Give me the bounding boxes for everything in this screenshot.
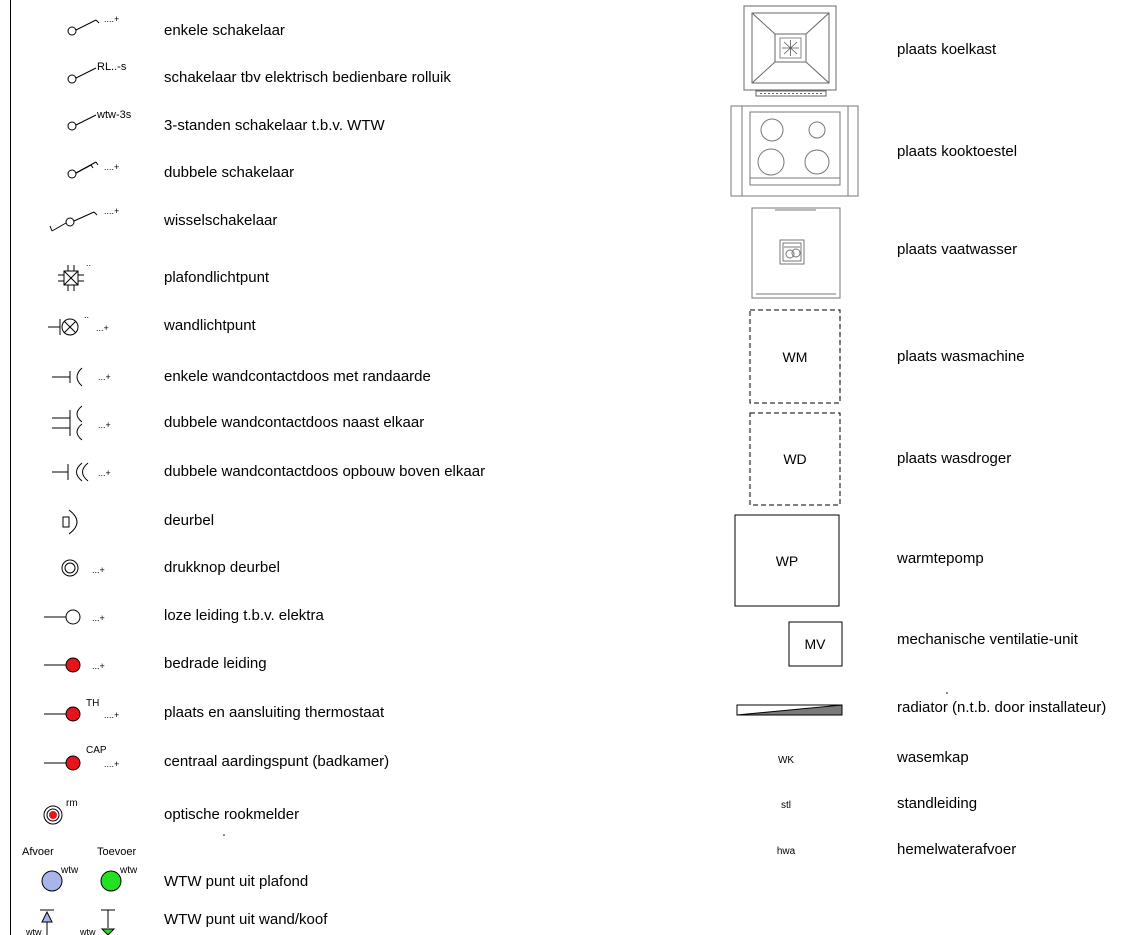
koelkast-symbol	[743, 5, 837, 97]
legend-label-dubbele-schakelaar: dubbele schakelaar	[164, 164, 295, 181]
wtw-schakelaar-symbol: wtw-3s	[67, 109, 132, 131]
sup-label-afvoer: wtw	[25, 927, 42, 935]
wtw-afvoer-header: Afvoer	[22, 846, 54, 858]
deurbel-symbol	[62, 509, 78, 535]
legend-label-loze-leiding: loze leiding t.b.v. elektra	[164, 607, 324, 624]
aardingspunt-symbol: CAP ....+	[44, 745, 119, 771]
radiator-symbol	[736, 704, 843, 716]
bedrade-leiding-symbol: ...+	[44, 657, 105, 673]
legend-label-aardingspunt: centraal aardingspunt (badkamer)	[164, 753, 390, 770]
wasdroger-symbol: WD	[749, 412, 841, 506]
legend-label-deurbel: deurbel	[164, 512, 215, 529]
sup-label: ..	[86, 258, 91, 268]
legend-label-warmtepomp: warmtepomp	[897, 550, 984, 567]
wtw-toevoer-header: Toevoer	[97, 846, 136, 858]
sup-label: ...+	[98, 372, 111, 382]
legend-label-wasmachine: plaats wasmachine	[897, 348, 1025, 365]
mv-unit-symbol: MV	[788, 621, 843, 667]
loze-leiding-symbol: ...+	[44, 609, 105, 625]
sup-label: ...+	[92, 661, 105, 671]
sup-label-toevoer: wtw	[79, 927, 96, 935]
stray-dot	[946, 692, 948, 694]
legend-label-wtw-schakelaar: 3-standen schakelaar t.b.v. WTW	[164, 117, 385, 134]
plafondlichtpunt-symbol: ..	[58, 258, 91, 291]
wtw-plafond-symbol: wtw wtw	[41, 865, 138, 892]
legend-label-rolluik-schakelaar: schakelaar tbv elektrisch bedienbare rol…	[164, 69, 451, 86]
wm-tag: WM	[783, 349, 808, 365]
legend-label-rookmelder: optische rookmelder	[164, 806, 300, 823]
sup-label: ...+	[92, 613, 105, 623]
legend-label-koelkast: plaats koelkast	[897, 41, 997, 58]
sup-label: ....+	[104, 206, 119, 216]
legend-label-mv-unit: mechanische ventilatie-unit	[897, 631, 1078, 648]
drukknop-symbol: ...+	[61, 559, 105, 577]
dubbele-wcd-symbol: ...+	[52, 405, 111, 441]
dubbele-wcd-opbouw-symbol: ...+	[52, 462, 111, 482]
rolluik-schakelaar-symbol: RL..-s	[67, 61, 127, 84]
sup-label: wtw-3s	[96, 109, 132, 121]
legend-label-dubbele-wcd: dubbele wandcontactdoos naast elkaar	[164, 414, 425, 431]
legend-label-wisselschakelaar: wisselschakelaar	[164, 212, 278, 229]
legend-label-enkele-schakelaar: enkele schakelaar	[164, 22, 285, 39]
sup-label-toevoer: wtw	[119, 865, 138, 876]
legend-label-wasemkap: wasemkap	[897, 749, 969, 766]
wandlichtpunt-symbol: .. ...+	[48, 310, 109, 336]
sup-label: ....+	[104, 14, 119, 24]
sup-label-dots: ..	[84, 310, 89, 320]
legend-label-vaatwasser: plaats vaatwasser	[897, 241, 1018, 258]
wtw-wand-symbol: wtw wtw	[25, 909, 116, 935]
stray-dot	[223, 834, 225, 836]
vaatwasser-symbol	[751, 207, 841, 299]
hemelwaterafvoer-tag: hwa	[777, 846, 796, 857]
enkele-wcd-symbol: ...+	[52, 367, 111, 387]
dubbele-schakelaar-symbol: ....+	[67, 161, 119, 179]
legend-label-wasdroger: plaats wasdroger	[897, 450, 1012, 467]
legend-label-standleiding: standleiding	[897, 795, 978, 812]
legend-label-wandlichtpunt: wandlichtpunt	[164, 317, 256, 334]
standleiding-tag: stl	[781, 800, 791, 811]
sup-label-2: ....+	[104, 710, 119, 720]
sup-label: ....+	[104, 162, 119, 172]
legend-label-kooktoestel: plaats kooktoestel	[897, 143, 1018, 160]
sup-label-afvoer: wtw	[60, 865, 79, 876]
legend-label-plafondlichtpunt: plafondlichtpunt	[164, 269, 270, 286]
sup-label: rm	[66, 798, 78, 809]
sup-label: ...+	[98, 420, 111, 430]
warmtepomp-symbol: WP	[734, 514, 840, 607]
legend-label-bedrade-leiding: bedrade leiding	[164, 655, 267, 672]
left-border-line	[10, 0, 11, 935]
legend-label-dubbele-wcd-opbouw: dubbele wandcontactdoos opbouw boven elk…	[164, 463, 486, 480]
sup-label: ...+	[92, 565, 105, 575]
wasmachine-symbol: WM	[749, 309, 841, 404]
legend-label-radiator: radiator (n.t.b. door installateur)	[897, 699, 1107, 716]
legend-label-drukknop-deurbel: drukknop deurbel	[164, 559, 280, 576]
legend-label-wtw-plafond: WTW punt uit plafond	[164, 873, 309, 890]
legend-label-hemelwaterafvoer: hemelwaterafvoer	[897, 841, 1017, 858]
sup-label: ...+	[98, 468, 111, 478]
sup-label-2: ....+	[104, 759, 119, 769]
wasemkap-tag: WK	[778, 755, 794, 766]
wisselschakelaar-symbol: ....+	[49, 206, 119, 232]
sup-label: RL..-s	[97, 61, 127, 73]
mv-tag: MV	[805, 636, 827, 652]
sup-label: ...+	[96, 323, 109, 333]
wp-tag: WP	[776, 553, 799, 569]
legend-label-enkele-wcd: enkele wandcontactdoos met randaarde	[164, 368, 431, 385]
thermostaat-symbol: TH ....+	[44, 698, 119, 722]
kooktoestel-symbol	[730, 105, 859, 197]
rookmelder-symbol: rm	[43, 798, 78, 825]
sup-label: CAP	[86, 745, 107, 756]
enkele-schakelaar-symbol: ....+	[67, 14, 119, 36]
sup-label: TH	[86, 698, 99, 709]
wd-tag: WD	[783, 451, 806, 467]
legend-label-wtw-wand: WTW punt uit wand/koof	[164, 911, 328, 928]
legend-label-thermostaat: plaats en aansluiting thermostaat	[164, 704, 385, 721]
